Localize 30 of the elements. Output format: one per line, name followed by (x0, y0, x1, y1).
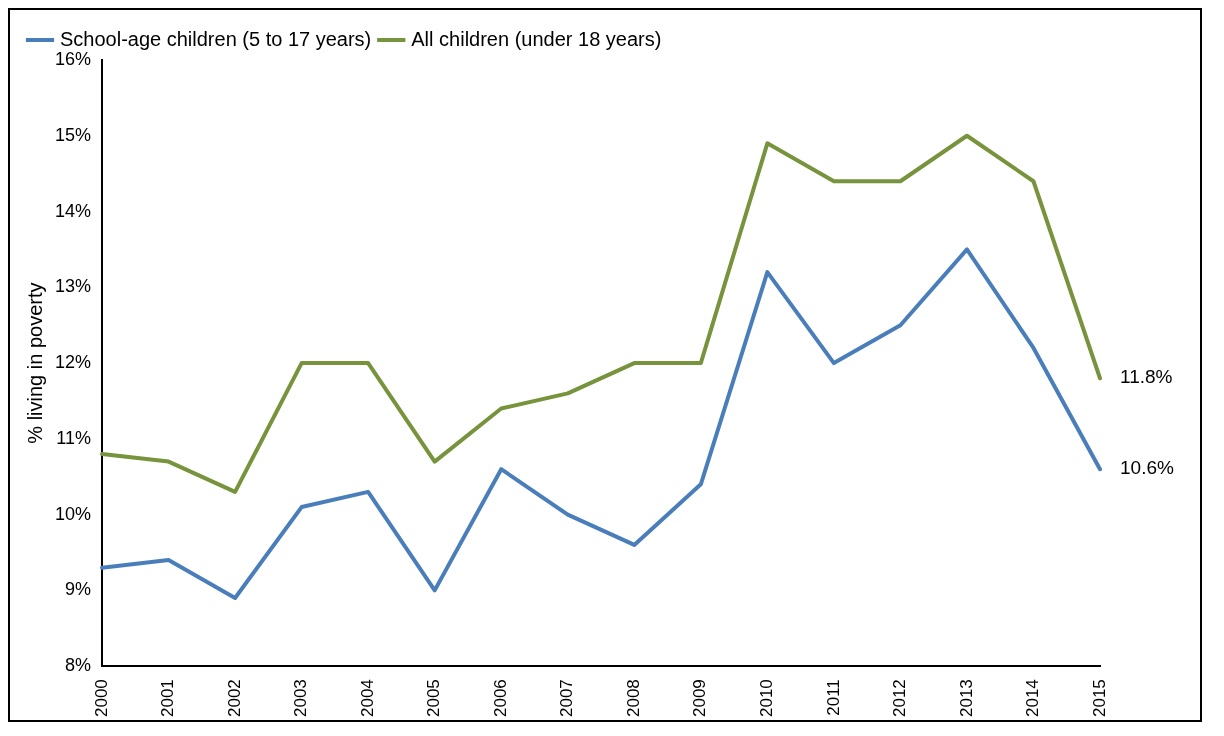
x-tick-label: 2008 (623, 679, 643, 718)
x-tick-label: 2005 (424, 679, 444, 718)
x-tick-label: 2014 (1023, 679, 1043, 718)
x-tick-label: 2001 (158, 679, 178, 718)
y-tick-label: 13% (55, 276, 92, 297)
data-label: 11.8% (1120, 366, 1173, 388)
y-tick-label: 8% (65, 655, 92, 676)
y-tick-label: 12% (55, 352, 92, 373)
y-tick-label: 9% (65, 579, 92, 600)
x-tick-label: 2006 (490, 679, 510, 718)
x-tick-label: 2003 (291, 679, 311, 718)
x-tick-label: 2011 (823, 679, 843, 716)
x-tick-label: 2015 (1089, 679, 1109, 718)
y-tick-label: 11% (56, 427, 92, 448)
legend-label: School-age children (5 to 17 years) (60, 27, 372, 50)
x-tick-label: 2007 (557, 679, 577, 718)
y-tick-label: 10% (55, 503, 92, 524)
y-axis-title: % living in poverty (23, 282, 46, 444)
x-tick-label: 2004 (357, 679, 377, 718)
x-tick-label: 2000 (91, 679, 111, 718)
y-tick-label: 15% (55, 124, 92, 145)
x-tick-label: 2013 (956, 679, 976, 718)
data-label: 10.6% (1120, 457, 1174, 479)
x-tick-label: 2010 (757, 679, 777, 718)
legend-label: All children (under 18 years) (411, 27, 662, 50)
y-tick-label: 16% (55, 48, 92, 69)
x-tick-label: 2009 (690, 679, 710, 718)
x-tick-label: 2012 (890, 679, 910, 718)
y-tick-label: 14% (55, 200, 92, 221)
x-tick-label: 2002 (224, 679, 244, 718)
